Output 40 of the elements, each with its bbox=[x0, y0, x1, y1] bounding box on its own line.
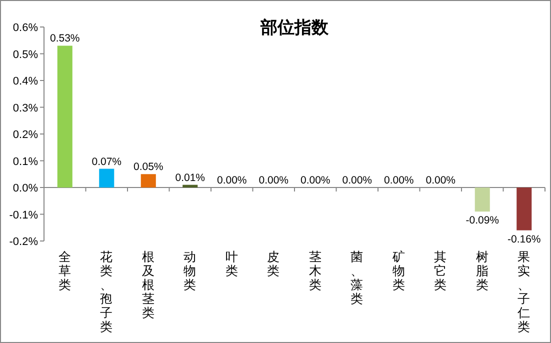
x-tick-label: 矿物类 bbox=[391, 250, 406, 292]
x-tick-label: 皮类 bbox=[267, 250, 280, 278]
y-tick-label: -0.2% bbox=[9, 236, 38, 248]
y-tick-label: 0.3% bbox=[12, 102, 38, 114]
bar bbox=[99, 168, 114, 188]
bar bbox=[516, 188, 532, 230]
data-label: 0.53% bbox=[50, 32, 80, 45]
chart-title: 部位指数 bbox=[260, 18, 330, 37]
y-tick-label: 0.2% bbox=[12, 129, 38, 141]
x-tick-label: 根及根茎类 bbox=[142, 250, 155, 320]
data-label: 0.00% bbox=[342, 174, 372, 186]
bar bbox=[474, 188, 490, 212]
data-label: 0.00% bbox=[384, 174, 414, 186]
y-tick-label: 0.4% bbox=[12, 76, 38, 88]
data-label: -0.09% bbox=[466, 214, 500, 227]
data-label: 0.00% bbox=[258, 174, 289, 186]
bar bbox=[140, 174, 156, 188]
x-tick-label: 动物类 bbox=[184, 250, 197, 292]
y-tick-label: -0.1% bbox=[9, 209, 38, 222]
y-tick-label: 0.0% bbox=[12, 182, 38, 194]
y-tick-label: 0.5% bbox=[12, 48, 38, 61]
y-tick-label: 0.1% bbox=[12, 156, 38, 168]
x-tick-label: 茎木类 bbox=[308, 250, 322, 292]
x-tick-label: 树脂类 bbox=[476, 250, 489, 292]
data-label: 0.00% bbox=[216, 174, 247, 186]
data-label: -0.16% bbox=[507, 233, 541, 246]
x-tick-label: 叶类 bbox=[225, 250, 238, 278]
data-label: 0.00% bbox=[426, 174, 456, 186]
x-tick-label: 菌、藻类 bbox=[350, 250, 364, 306]
bar bbox=[182, 184, 198, 188]
x-tick-label: 全草类 bbox=[58, 250, 72, 292]
bar bbox=[57, 46, 72, 188]
x-tick-label: 花类、孢子类 bbox=[100, 250, 114, 334]
x-tick-label: 其它类 bbox=[434, 250, 448, 292]
data-label: 0.01% bbox=[175, 172, 206, 184]
data-label: 0.05% bbox=[133, 161, 164, 174]
data-label: 0.07% bbox=[92, 156, 122, 168]
x-tick-label: 果实、子仁类 bbox=[516, 250, 531, 334]
data-label: 0.00% bbox=[300, 174, 330, 186]
y-tick-label: 0.6% bbox=[12, 22, 38, 34]
